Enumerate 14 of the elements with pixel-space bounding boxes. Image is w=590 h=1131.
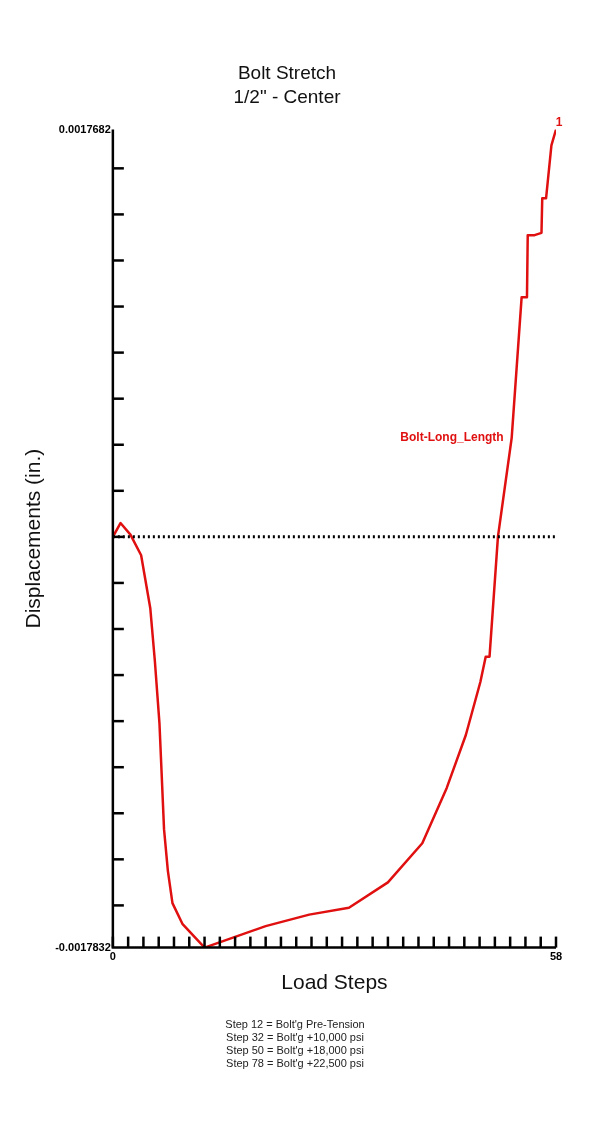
x-axis-title: Load Steps — [281, 970, 388, 994]
text: Step 78 = Bolt'g +22,500 psi — [225, 1057, 365, 1070]
x-tick-label: 0 — [109, 950, 116, 963]
y-tick-label: 0.0017682 — [58, 122, 111, 135]
chart-title: Bolt Stretch — [237, 61, 337, 83]
text: Step 12 = Bolt'g Pre-Tension — [224, 1018, 366, 1031]
x-tick-label: 58 — [549, 950, 563, 963]
chart-subtitle: 1/2" - Center — [233, 86, 342, 108]
text: Step 50 = Bolt'g +18,000 psi — [225, 1044, 365, 1057]
text: 1 — [555, 114, 563, 129]
series-label: Bolt-Long_Length — [400, 430, 504, 445]
y-tick-label: -0.0017832 — [55, 940, 111, 953]
y-axis-title: Displacements (in.) — [21, 448, 45, 629]
text: Step 32 = Bolt'g +10,000 psi — [225, 1031, 365, 1044]
